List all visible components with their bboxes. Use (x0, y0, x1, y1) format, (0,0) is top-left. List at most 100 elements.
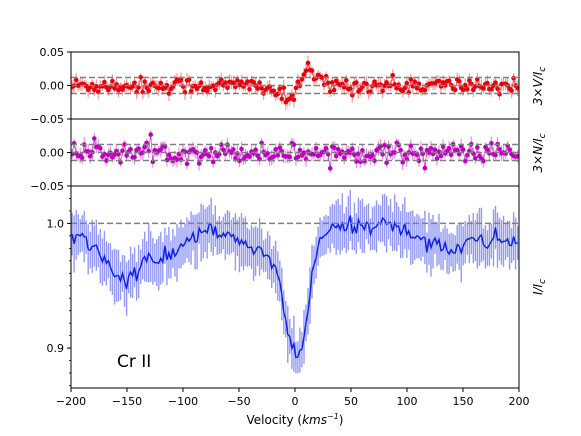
stokes-v-point (515, 86, 519, 91)
stokes-v-point (319, 75, 325, 80)
stokes-v-point (422, 87, 428, 93)
null-n-point (360, 148, 365, 153)
x-axis-label-unit: kms (302, 413, 327, 427)
stokes-i-ytick-label: 0.9 (47, 342, 65, 355)
stokes-i-line (71, 215, 518, 359)
stokes-v-point (231, 80, 236, 85)
null-n-point (350, 146, 355, 151)
null-n-ytick-label: −0.05 (30, 180, 64, 193)
null-n-point (273, 147, 279, 152)
null-n-point (122, 142, 127, 147)
null-n-point (112, 152, 117, 157)
stokes-v-point (493, 80, 498, 85)
null-n-point (465, 152, 470, 158)
null-n-points (71, 132, 519, 171)
stokes-v-point (509, 88, 514, 93)
stokes-i-ylabel-text: I/I (531, 283, 545, 295)
null-n-point (398, 147, 404, 153)
null-n-point (200, 152, 206, 158)
stokes-v-point (92, 87, 97, 93)
null-n-point (98, 146, 103, 151)
stokes-v-point (136, 85, 141, 90)
null-n-point (231, 147, 236, 152)
stokes-v-ytick-label: 0.05 (40, 46, 65, 59)
null-n-point (426, 150, 432, 155)
null-n-point (352, 152, 357, 157)
stokes-v-points (71, 60, 519, 105)
stokes-v-point (277, 86, 283, 91)
stokes-v-point (390, 73, 396, 78)
stokes-v-point (142, 79, 147, 84)
null-n-reference-lines (71, 143, 519, 162)
stokes-v-point (467, 78, 472, 83)
y-axis-ticks: 0.05 0.00 −0.05 0.00 −0.05 1.0 0.9 (30, 46, 71, 386)
null-n-point (436, 149, 442, 154)
stokes-v-point (235, 78, 240, 83)
null-n-point (202, 148, 208, 153)
stokes-v-point (259, 86, 264, 91)
element-annotation: Cr II (117, 352, 151, 372)
null-n-point (462, 158, 468, 164)
stokes-v-point (247, 87, 252, 92)
stokes-v-point (106, 87, 111, 93)
stokes-v-point (110, 78, 115, 84)
null-n-point (158, 147, 164, 152)
stokes-v-point (384, 80, 389, 85)
stokes-v-point (186, 77, 192, 83)
null-n-point (422, 165, 428, 171)
stokes-v-ylabel: 3×V/Ic (531, 67, 548, 105)
null-n-point (221, 147, 226, 153)
null-n-point (291, 142, 297, 147)
stokes-i-ylabel: I/Ic (531, 279, 548, 295)
null-n-point (475, 145, 480, 150)
stokes-i-profile-line (71, 215, 518, 359)
null-n-point (295, 154, 301, 160)
stokes-v-point (279, 96, 285, 102)
null-n-point (392, 150, 398, 155)
xtick-label: 0 (292, 395, 299, 408)
stokes-v-point (293, 85, 299, 91)
null-n-point (166, 152, 172, 158)
null-n-point (206, 153, 212, 159)
stokes-v-point (271, 88, 277, 94)
stokes-v-reference-lines (71, 76, 519, 95)
stokes-v-point (94, 84, 99, 89)
null-n-point (448, 152, 454, 157)
stokes-v-point (239, 79, 244, 84)
stokes-v-point (331, 87, 337, 93)
stokes-v-point (325, 80, 331, 86)
stokes-v-point (188, 89, 194, 94)
stokes-v-point (223, 80, 228, 85)
stokes-v-point (327, 89, 333, 95)
stokes-v-ytick-label: 0.00 (40, 80, 65, 93)
null-n-point (301, 150, 307, 155)
null-n-ylabel-sub: c (538, 133, 548, 138)
stokes-v-point (465, 86, 470, 92)
null-n-point (162, 144, 168, 149)
stokes-v-point (394, 85, 400, 91)
stokes-i-panel (71, 189, 519, 374)
stokes-v-point (166, 91, 172, 96)
stokes-v-point (410, 84, 416, 89)
stokes-v-point (217, 80, 222, 86)
stokes-i-ytick-label: 1.0 (47, 217, 65, 230)
stokes-v-ylabel-text: 3×V/I (531, 71, 545, 105)
stokes-v-point (255, 86, 260, 91)
stokes-v-point (414, 85, 420, 91)
null-n-point (400, 160, 406, 165)
null-n-point (327, 166, 333, 171)
stokes-v-point (309, 68, 315, 73)
stokes-v-panel (71, 55, 519, 111)
null-n-point (438, 153, 444, 159)
null-n-point (174, 157, 180, 162)
x-axis-label-exp: −1 (327, 412, 339, 421)
stokes-v-point (198, 80, 204, 85)
stokes-v-point (485, 80, 490, 86)
stokes-v-point (495, 86, 500, 92)
null-n-point (481, 158, 486, 164)
stokes-v-point (462, 82, 468, 88)
null-n-point (446, 145, 452, 151)
xtick-label: 200 (509, 395, 530, 408)
null-n-ytick-label: 0.00 (40, 147, 65, 160)
stokes-v-point (295, 79, 301, 84)
